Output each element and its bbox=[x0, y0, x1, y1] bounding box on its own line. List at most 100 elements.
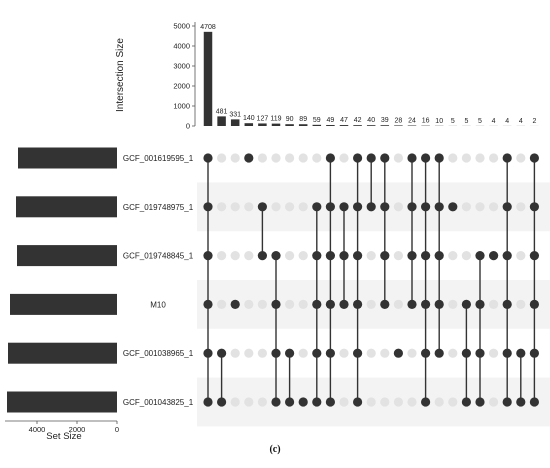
intersection-value-label: 47 bbox=[340, 117, 348, 124]
matrix-dot-active bbox=[203, 299, 213, 309]
matrix-dot-active bbox=[339, 202, 349, 212]
intersection-value-label: 28 bbox=[395, 117, 403, 124]
matrix-dot-inactive bbox=[366, 299, 376, 309]
intersection-bar bbox=[285, 124, 294, 126]
matrix-dot-inactive bbox=[448, 153, 458, 163]
matrix-dot-inactive bbox=[217, 153, 227, 163]
matrix-dot-active bbox=[271, 397, 281, 407]
matrix-dot-inactive bbox=[244, 299, 254, 309]
matrix-dot-active bbox=[421, 251, 431, 261]
matrix-dot-inactive bbox=[285, 202, 295, 212]
intersection-bar bbox=[326, 125, 335, 126]
matrix-dot-active bbox=[325, 397, 335, 407]
intersection-value-label: 119 bbox=[270, 116, 281, 123]
matrix-dot-inactive bbox=[366, 251, 376, 261]
intersection-axis-title: Intersection Size bbox=[115, 38, 126, 112]
intersection-bars bbox=[203, 31, 539, 127]
matrix-dot-inactive bbox=[339, 397, 349, 407]
matrix-dot-active bbox=[203, 251, 213, 261]
matrix-dot-inactive bbox=[217, 251, 227, 261]
matrix-dot-active bbox=[421, 153, 431, 163]
matrix-dot-inactive bbox=[380, 397, 390, 407]
matrix-dot-inactive bbox=[393, 299, 403, 309]
intersection-bar bbox=[230, 119, 240, 126]
intersection-bar bbox=[339, 125, 349, 126]
matrix-dot-inactive bbox=[448, 251, 458, 261]
matrix-dot-active bbox=[271, 299, 281, 309]
matrix-dot-active bbox=[285, 397, 295, 407]
matrix-dot-inactive bbox=[339, 348, 349, 358]
matrix-dot-active bbox=[407, 251, 417, 261]
intersection-axis-tick-label: 1000 bbox=[173, 102, 190, 111]
matrix-dot-active bbox=[475, 299, 485, 309]
matrix-dot-active bbox=[312, 299, 322, 309]
set-name-label: GCF_001619595_1 bbox=[123, 154, 194, 163]
set-axis-tick-label: 4000 bbox=[29, 425, 46, 434]
intersection-value-label: 39 bbox=[381, 117, 389, 124]
intersection-value-label: 5 bbox=[478, 118, 482, 125]
matrix-dot-inactive bbox=[516, 202, 526, 212]
matrix-dot-inactive bbox=[407, 348, 417, 358]
matrix-dot-inactive bbox=[217, 202, 227, 212]
matrix-dot-inactive bbox=[257, 348, 267, 358]
matrix-dot-active bbox=[353, 153, 363, 163]
matrix-dot-inactive bbox=[448, 299, 458, 309]
matrix-dot-active bbox=[461, 348, 471, 358]
intersection-bar bbox=[394, 125, 403, 126]
matrix-dot-active bbox=[353, 202, 363, 212]
set-name-label: M10 bbox=[150, 300, 166, 309]
intersection-value-label: 4 bbox=[505, 118, 509, 125]
matrix-dot-inactive bbox=[271, 202, 281, 212]
intersection-size-axis: 0 1000 2000 3000 4000 5000 bbox=[173, 22, 196, 131]
set-axis-tick-label: 2000 bbox=[69, 425, 86, 434]
matrix-dot-active bbox=[502, 397, 512, 407]
matrix-dot-active bbox=[434, 153, 444, 163]
matrix-dot-active bbox=[529, 153, 540, 163]
matrix-dot-active bbox=[325, 202, 335, 212]
matrix-dot-active bbox=[380, 153, 390, 163]
figure-caption: (c) bbox=[269, 444, 281, 455]
matrix-dot-active bbox=[434, 348, 444, 358]
set-axis-tick-label: 0 bbox=[115, 425, 119, 434]
matrix-dot-inactive bbox=[257, 299, 267, 309]
matrix-dot-inactive bbox=[312, 153, 322, 163]
set-name-label: GCF_019748845_1 bbox=[123, 252, 194, 261]
matrix-dot-inactive bbox=[230, 153, 240, 163]
matrix-dot-active bbox=[434, 299, 444, 309]
matrix-dot-active bbox=[529, 202, 540, 212]
matrix-dot-active bbox=[407, 153, 417, 163]
matrix-dot-inactive bbox=[244, 397, 254, 407]
matrix-dot-inactive bbox=[393, 397, 403, 407]
set-size-bar bbox=[16, 196, 117, 218]
matrix-dot-inactive bbox=[339, 153, 349, 163]
matrix-dot-active bbox=[516, 397, 526, 407]
matrix-dot-active bbox=[203, 153, 213, 163]
matrix-dot-active bbox=[529, 299, 540, 309]
matrix-dot-active bbox=[312, 397, 322, 407]
set-name-label: GCF_001038965_1 bbox=[123, 349, 194, 358]
matrix-dot-active bbox=[244, 153, 254, 163]
matrix-dot-inactive bbox=[298, 202, 308, 212]
matrix-dot-inactive bbox=[393, 251, 403, 261]
intersection-value-label: 42 bbox=[354, 117, 362, 124]
set-size-bar bbox=[10, 293, 117, 315]
intersection-value-label: 40 bbox=[367, 117, 375, 124]
intersection-value-label: 24 bbox=[408, 118, 416, 125]
matrix-dot-active bbox=[407, 202, 417, 212]
matrix-dot-active bbox=[421, 202, 431, 212]
matrix-dot-inactive bbox=[489, 153, 499, 163]
matrix-dot-active bbox=[461, 299, 471, 309]
intersection-value-label: 16 bbox=[422, 118, 430, 125]
intersection-axis-tick-label: 4000 bbox=[173, 42, 190, 51]
matrix-dot-active bbox=[461, 397, 471, 407]
matrix-dot-inactive bbox=[244, 251, 254, 261]
matrix-dot-active bbox=[380, 251, 390, 261]
intersection-bar bbox=[258, 123, 267, 126]
intersection-bar bbox=[366, 125, 376, 126]
matrix-dot-active bbox=[257, 251, 267, 261]
matrix-dot-active bbox=[339, 299, 349, 309]
matrix-dot-active bbox=[407, 299, 417, 309]
set-name-labels: GCF_001619595_1 GCF_019748975_1 GCF_019748… bbox=[123, 154, 194, 407]
